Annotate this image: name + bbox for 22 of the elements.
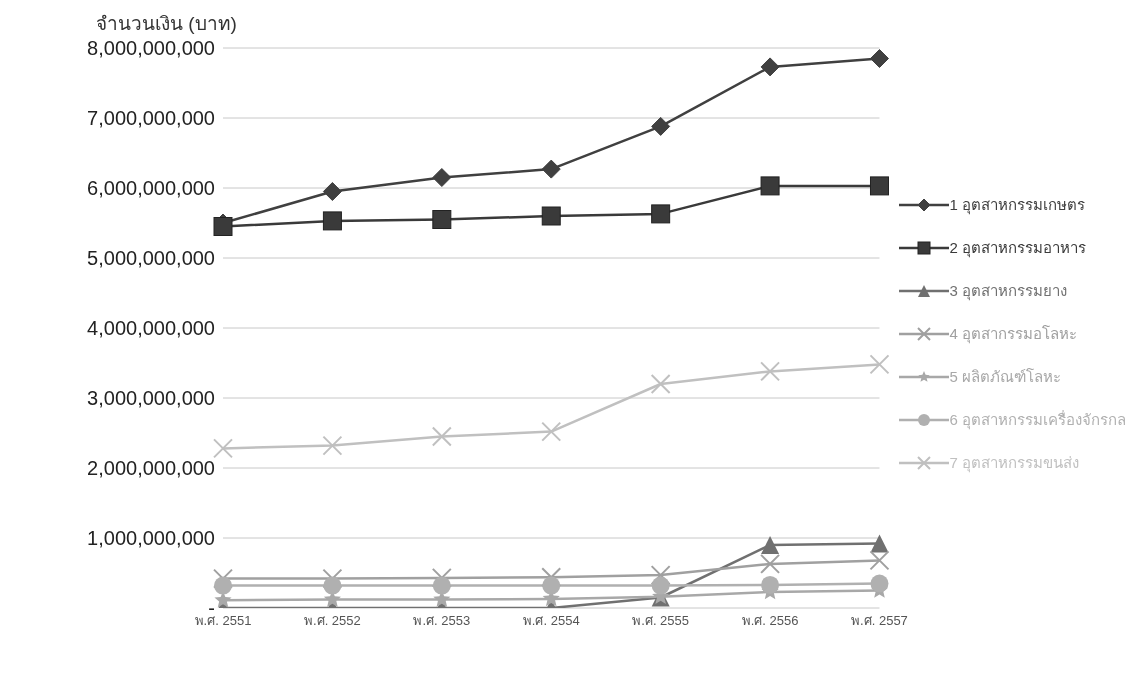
x-tick-label: พ.ศ. 2552	[304, 613, 361, 629]
x-tick-label: พ.ศ. 2556	[741, 613, 799, 629]
legend-label: 6 อุตสาหกรรมเครื่องจักรกล	[949, 409, 1126, 432]
y-axis-title: จำนวนเงิน (บาท)	[96, 12, 238, 36]
y-tick-label: 2,000,000,000	[87, 457, 215, 480]
legend-label: 4 อุตสากรรมอโลหะ	[949, 323, 1077, 346]
y-tick-label: 3,000,000,000	[87, 387, 215, 410]
y-tick-label: 7,000,000,000	[87, 107, 215, 130]
legend-label: 7 อุตสาหกรรมขนส่ง	[949, 452, 1079, 475]
y-tick-label: 6,000,000,000	[87, 177, 215, 200]
x-tick-label: พ.ศ. 2557	[851, 613, 908, 629]
legend-label: 3 อุตสาหกรรมยาง	[949, 280, 1067, 303]
y-tick-label: 8,000,000,000	[87, 37, 215, 60]
legend-label: 5 ผลิตภัณฑ์โลหะ	[949, 366, 1061, 387]
legend-label: 1 อุตสาหกรรมเกษตร	[949, 194, 1085, 217]
y-tick-label: 4,000,000,000	[87, 317, 215, 340]
x-tick-label: พ.ศ. 2554	[522, 613, 580, 629]
x-tick-label: พ.ศ. 2553	[413, 613, 471, 629]
legend-label: 2 อุตสาหกรรมอาหาร	[949, 237, 1086, 260]
x-tick-label: พ.ศ. 2555	[632, 613, 690, 629]
y-tick-label: 5,000,000,000	[87, 247, 215, 270]
y-tick-label: 1,000,000,000	[87, 527, 215, 550]
